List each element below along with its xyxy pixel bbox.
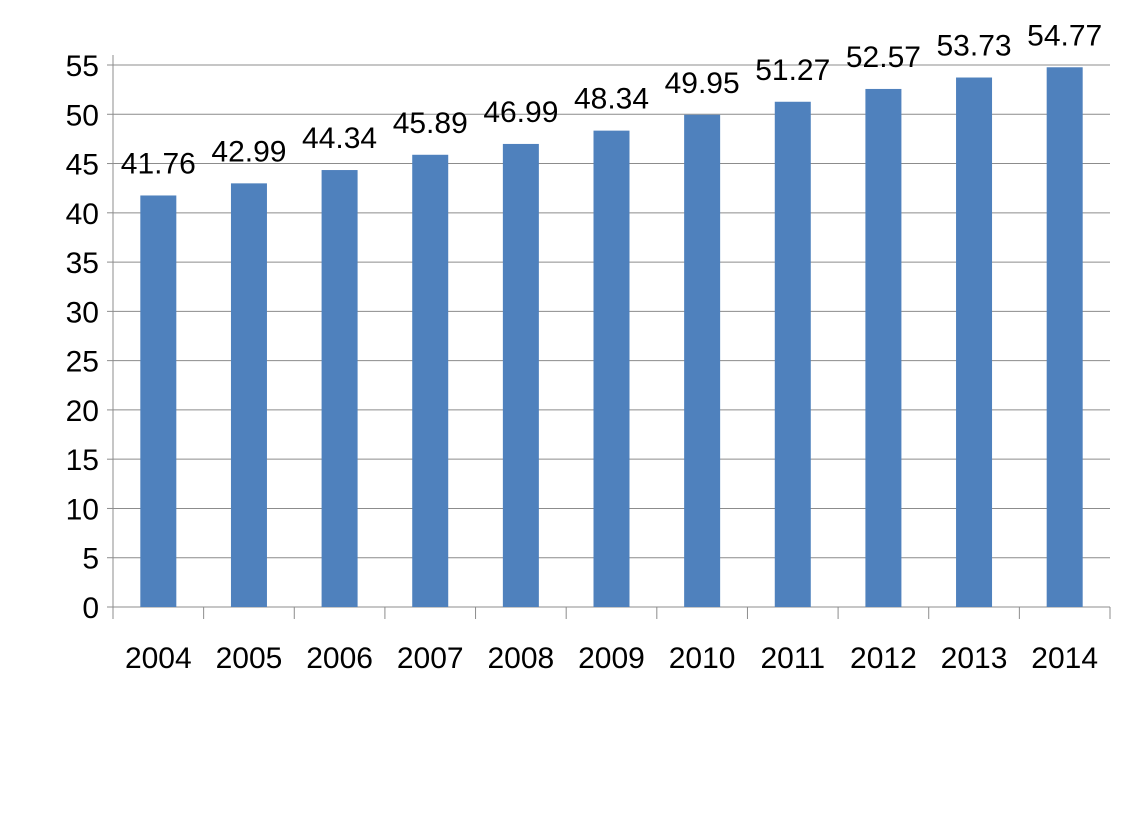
y-tick-label: 20 [66,395,99,428]
data-label: 45.89 [393,107,468,140]
data-label: 44.34 [302,122,377,155]
x-category-label: 2009 [578,642,645,675]
data-label: 42.99 [211,135,286,168]
x-category-label: 2004 [125,642,192,675]
y-tick-label: 35 [66,247,99,280]
y-tick-label: 25 [66,346,99,379]
data-label: 41.76 [121,147,196,180]
bar-2008 [502,143,539,607]
x-category-label: 2012 [850,642,917,675]
bars [140,67,1083,608]
bar-2009 [593,130,630,607]
y-tick-label: 40 [66,198,99,231]
y-tick-label: 15 [66,444,99,477]
y-tick-label: 50 [66,99,99,132]
labels: 0 5 10 15 20 25 30 35 40 45 50 55 2004 41.76 2005 42.99… [66,19,1103,675]
data-label: 51.27 [755,54,830,87]
data-label: 52.57 [846,41,921,74]
data-label: 46.99 [483,96,558,129]
x-category-label: 2011 [761,642,826,675]
x-category-label: 2013 [941,642,1008,675]
x-category-label: 2010 [669,642,736,675]
y-tick-label: 0 [82,592,99,625]
x-category-label: 2006 [306,642,373,675]
bar-2007 [412,154,449,607]
data-label: 53.73 [937,30,1012,63]
data-label: 48.34 [574,83,649,116]
bar-2011 [774,101,811,608]
data-label: 54.77 [1027,19,1102,52]
y-tick-label: 5 [82,543,99,576]
bar-2005 [230,183,267,607]
x-category-label: 2008 [487,642,554,675]
y-tick-label: 10 [66,493,99,526]
x-category-label: 2014 [1031,642,1098,675]
bar-2013 [956,77,993,608]
y-tick-label: 55 [66,50,99,83]
bar-2010 [684,114,721,608]
bar-2004 [140,195,177,607]
bar-2014 [1046,67,1083,608]
data-label: 49.95 [665,67,740,100]
bar-2012 [865,88,902,608]
y-tick-label: 30 [66,296,99,329]
bar-2006 [321,170,358,608]
x-category-label: 2005 [216,642,283,675]
x-category-label: 2007 [397,642,464,675]
y-tick-label: 45 [66,149,99,182]
